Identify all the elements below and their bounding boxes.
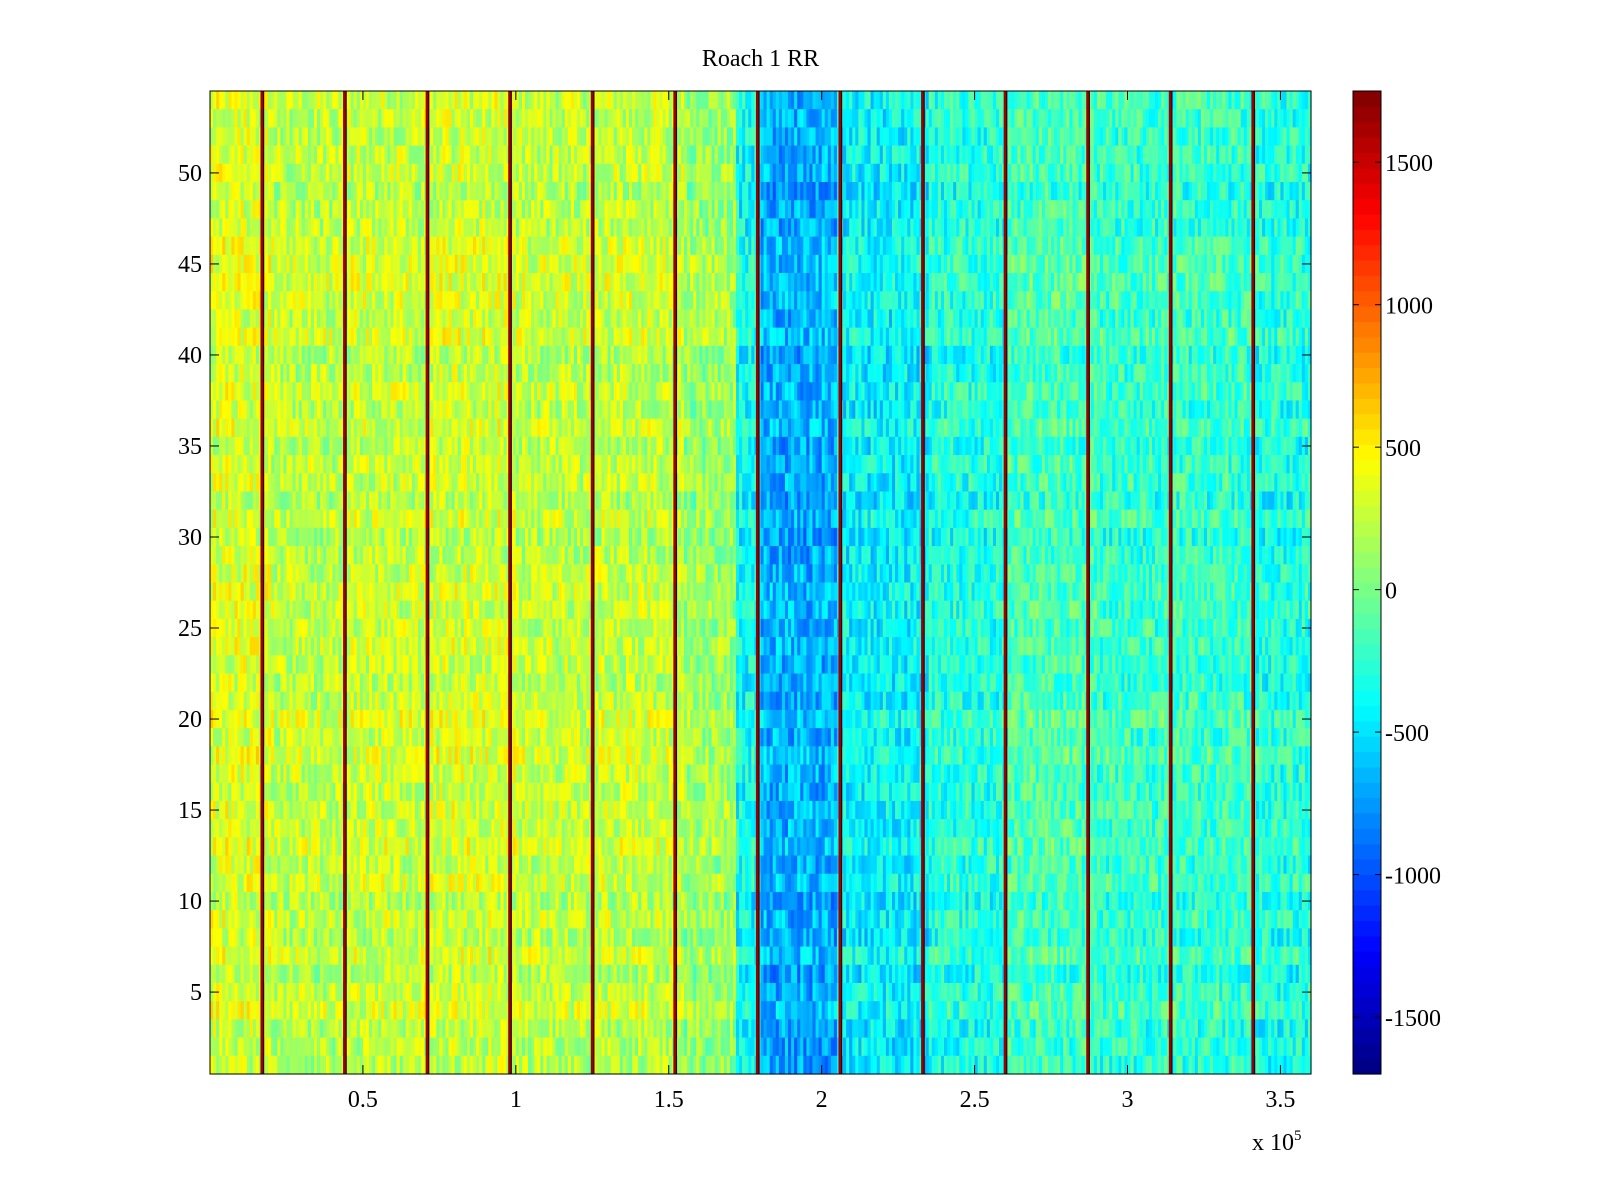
chart-title: Roach 1 RR (702, 46, 819, 72)
heatmap-cells (210, 91, 1312, 1075)
